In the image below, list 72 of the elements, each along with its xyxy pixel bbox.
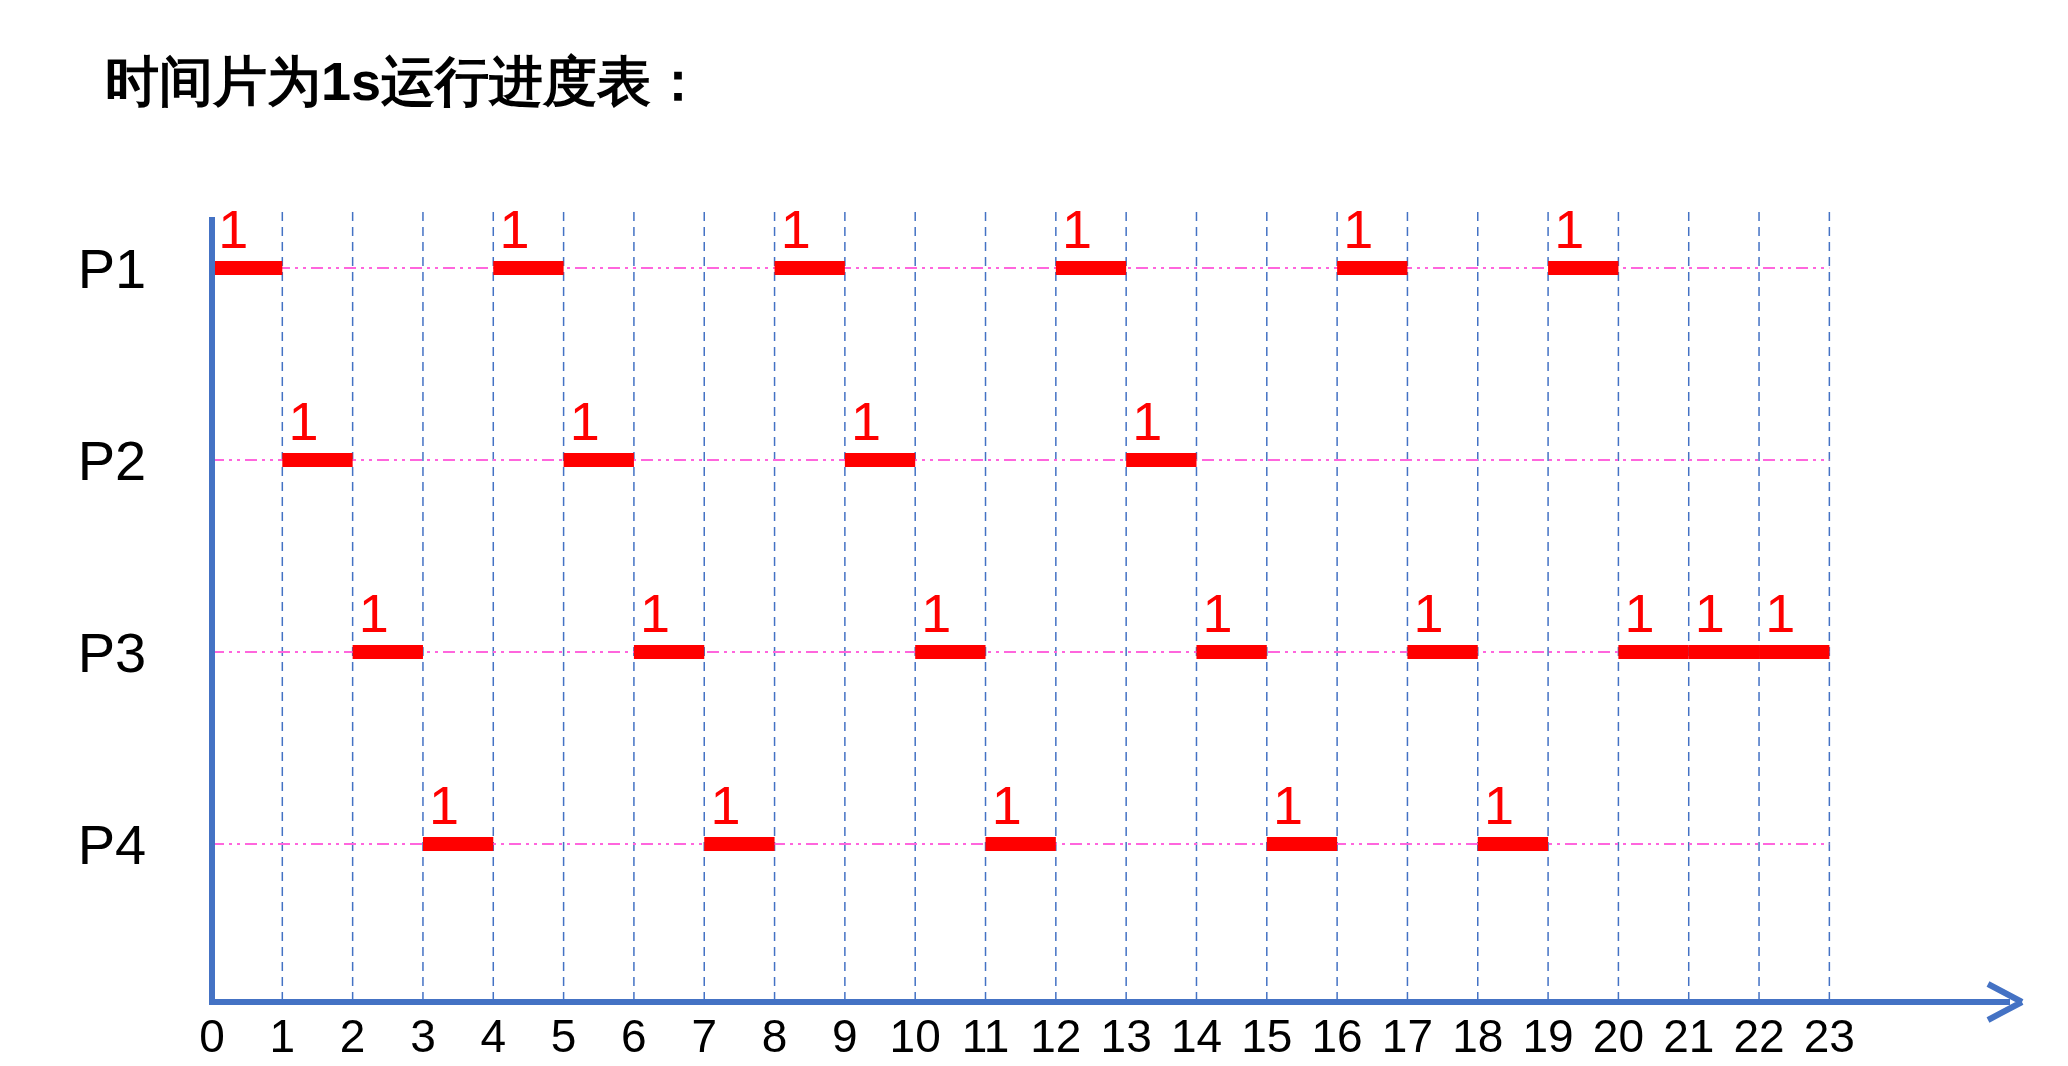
data-label: 1: [288, 391, 319, 451]
data-label: 1: [710, 775, 741, 835]
y-tick-label: P4: [77, 813, 147, 876]
data-label: 1: [358, 583, 389, 643]
x-tick-label: 7: [691, 1010, 718, 1062]
bar: [774, 261, 845, 275]
x-tick-label: 21: [1663, 1010, 1715, 1062]
bar: [282, 453, 353, 467]
x-tick-label: 18: [1452, 1010, 1504, 1062]
x-tick-label: 3: [410, 1010, 436, 1062]
x-tick-label: 6: [621, 1010, 647, 1062]
data-label: 1: [499, 199, 530, 259]
x-tick-label: 23: [1803, 1010, 1855, 1062]
x-tick-label: 12: [1030, 1010, 1082, 1062]
x-tick-label: 1: [269, 1010, 296, 1062]
x-tick-label: 5: [550, 1010, 577, 1062]
x-tick-label: 4: [480, 1010, 507, 1062]
bar: [1055, 261, 1127, 275]
bar: [1337, 261, 1408, 275]
bar: [1126, 453, 1197, 467]
x-tick-label: 22: [1733, 1010, 1785, 1062]
data-label: 1: [1202, 583, 1233, 643]
data-label: 1: [640, 583, 671, 643]
y-tick-label: P1: [77, 237, 147, 300]
data-label: 1: [1061, 199, 1093, 259]
bar: [704, 837, 775, 851]
bar: [1407, 645, 1478, 659]
x-tick-label: 17: [1381, 1010, 1434, 1062]
bar: [422, 837, 494, 851]
bar: [493, 261, 564, 275]
bar: [633, 645, 705, 659]
bar: [212, 261, 283, 275]
data-label: 1: [921, 583, 952, 643]
x-tick-label: 16: [1311, 1010, 1363, 1062]
x-tick-label: 13: [1100, 1010, 1152, 1062]
data-label: 1: [218, 199, 249, 259]
data-label: 1: [780, 199, 811, 259]
bar: [352, 645, 423, 659]
bar: [844, 453, 916, 467]
x-tick-label: 9: [832, 1010, 858, 1062]
y-tick-label: P2: [77, 429, 147, 492]
data-label: 1: [1343, 199, 1374, 259]
x-tick-label: 8: [761, 1010, 788, 1062]
bar: [1548, 261, 1619, 275]
data-label: 1: [851, 391, 882, 451]
data-label: 1: [1694, 583, 1725, 643]
chart-title: 时间片为1s运行进度表：: [105, 51, 706, 111]
x-tick-label: 0: [199, 1010, 225, 1062]
bar: [915, 645, 986, 659]
x-tick-label: 2: [339, 1010, 366, 1062]
data-label: 1: [1554, 199, 1585, 259]
bar: [985, 837, 1056, 851]
x-tick-label: 15: [1241, 1010, 1293, 1062]
data-label: 1: [569, 391, 600, 451]
data-label: 1: [1483, 775, 1514, 835]
data-label: 1: [1624, 583, 1655, 643]
x-tick-label: 10: [889, 1010, 941, 1062]
x-tick-label: 19: [1522, 1010, 1574, 1062]
bar: [1196, 645, 1267, 659]
data-label: 1: [429, 775, 460, 835]
x-tick-label: 14: [1170, 1010, 1223, 1062]
data-label: 1: [1765, 583, 1796, 643]
data-label: 1: [991, 775, 1022, 835]
data-label: 1: [1272, 775, 1303, 835]
x-tick-label: 11: [961, 1010, 1010, 1062]
x-tick-label: 20: [1592, 1010, 1644, 1062]
bar: [563, 453, 634, 467]
data-label: 1: [1132, 391, 1163, 451]
bar: [1266, 837, 1338, 851]
bar: [1477, 837, 1549, 851]
data-label: 1: [1413, 583, 1444, 643]
y-tick-label: P3: [77, 621, 147, 684]
